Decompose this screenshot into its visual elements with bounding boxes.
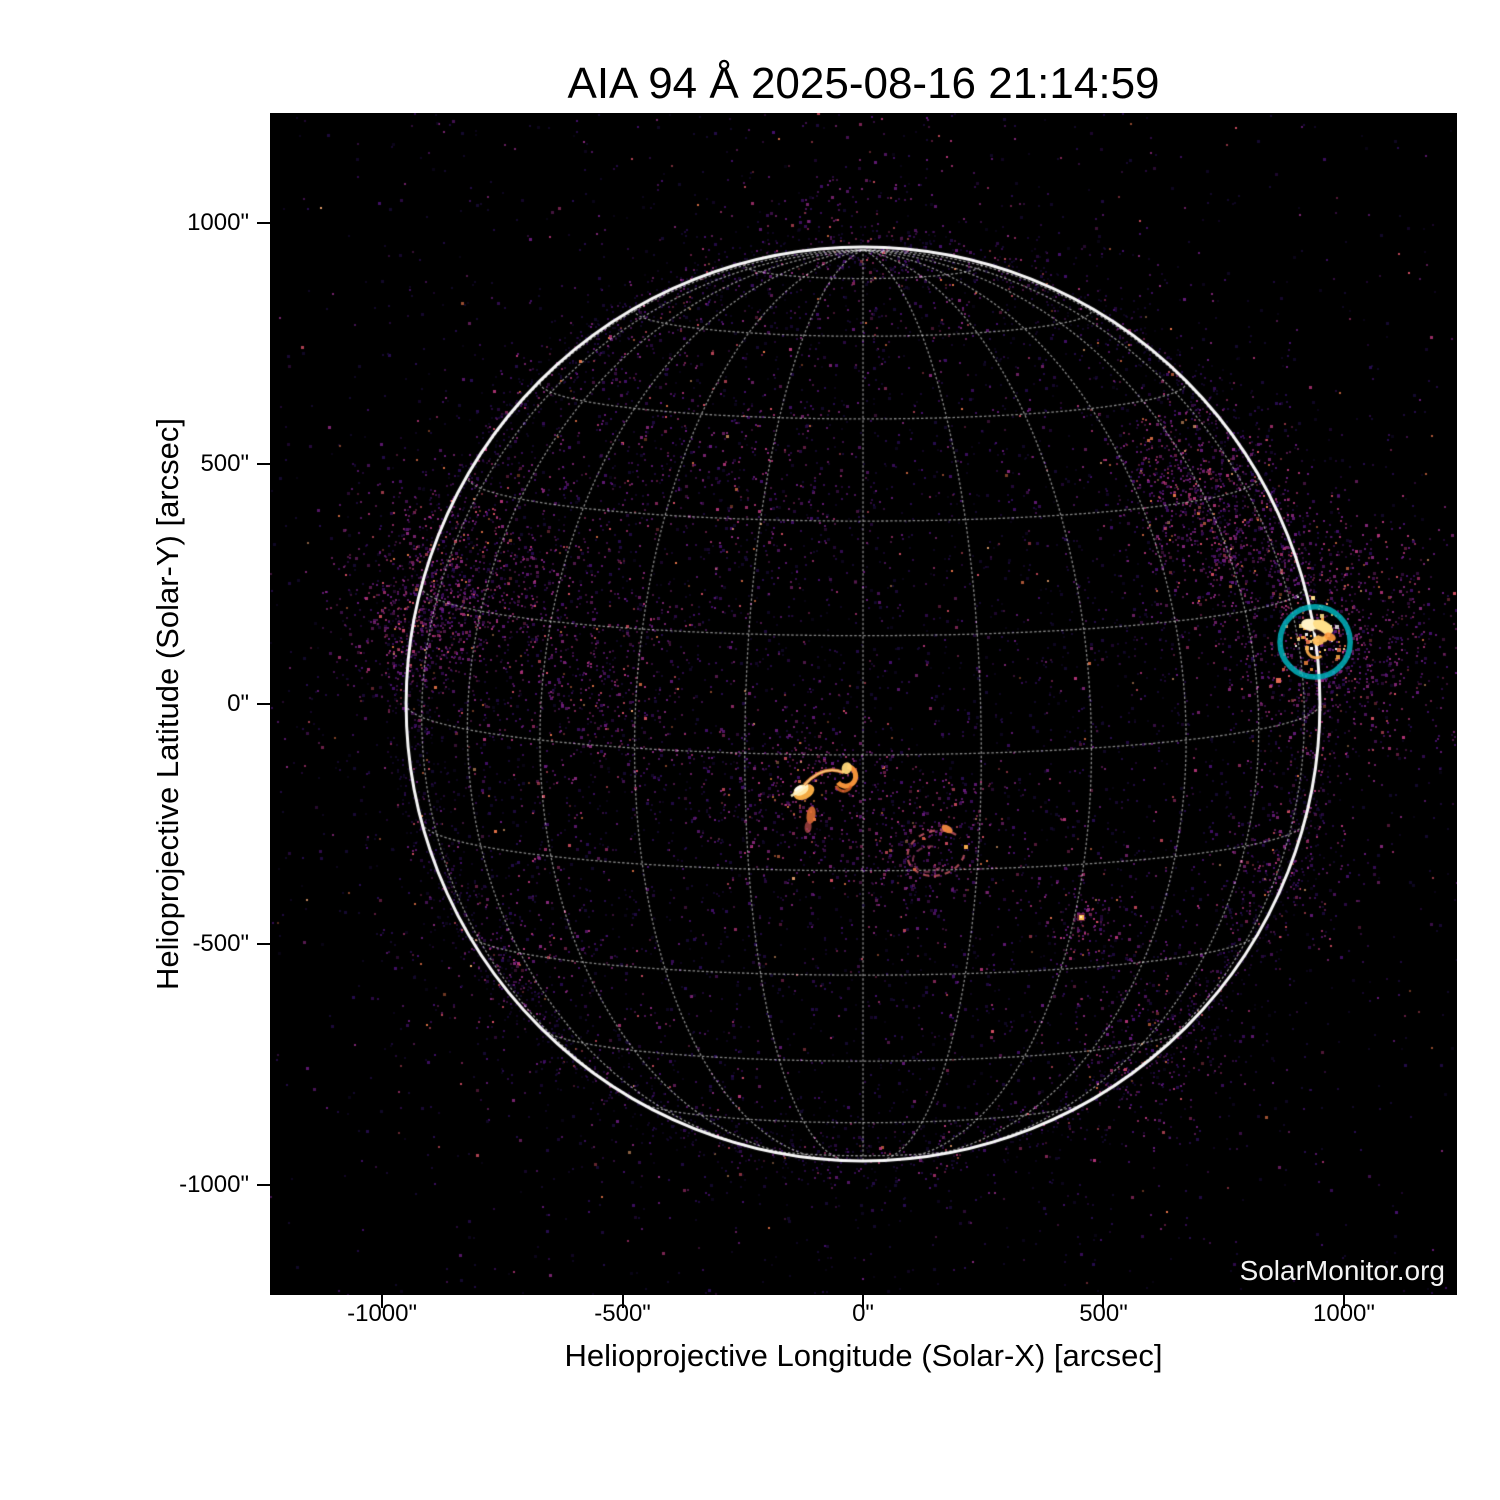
x-tick-label: -1000" <box>347 1300 418 1327</box>
y-tick <box>257 703 270 705</box>
x-axis-label: Helioprojective Longitude (Solar-X) [arc… <box>564 1338 1163 1373</box>
x-tick-label: -500" <box>594 1300 651 1327</box>
x-tick <box>862 1295 865 1308</box>
solar-disk-canvas <box>270 113 1457 1295</box>
x-tick <box>1102 1295 1105 1308</box>
x-tick <box>621 1295 624 1308</box>
x-tick-label: 500" <box>1079 1300 1128 1327</box>
x-tick-label: 1000" <box>1313 1300 1375 1327</box>
y-tick-label: 500" <box>200 449 249 477</box>
watermark: SolarMonitor.org <box>1239 1255 1445 1286</box>
plot-area: SolarMonitor.org <box>270 113 1457 1295</box>
y-tick-label: 1000" <box>187 209 249 237</box>
chart-title: AIA 94 Å 2025-08-16 21:14:59 <box>567 59 1160 108</box>
x-tick <box>381 1295 384 1308</box>
x-tick-label: 0" <box>852 1300 874 1327</box>
y-tick-label: -1000" <box>179 1170 249 1198</box>
y-tick <box>257 462 270 465</box>
x-tick <box>1342 1295 1345 1308</box>
y-tick-label: 0" <box>227 690 249 717</box>
y-tick <box>257 222 270 225</box>
y-tick <box>257 943 270 946</box>
y-tick-label: -500" <box>192 930 249 958</box>
y-tick <box>257 1183 270 1186</box>
